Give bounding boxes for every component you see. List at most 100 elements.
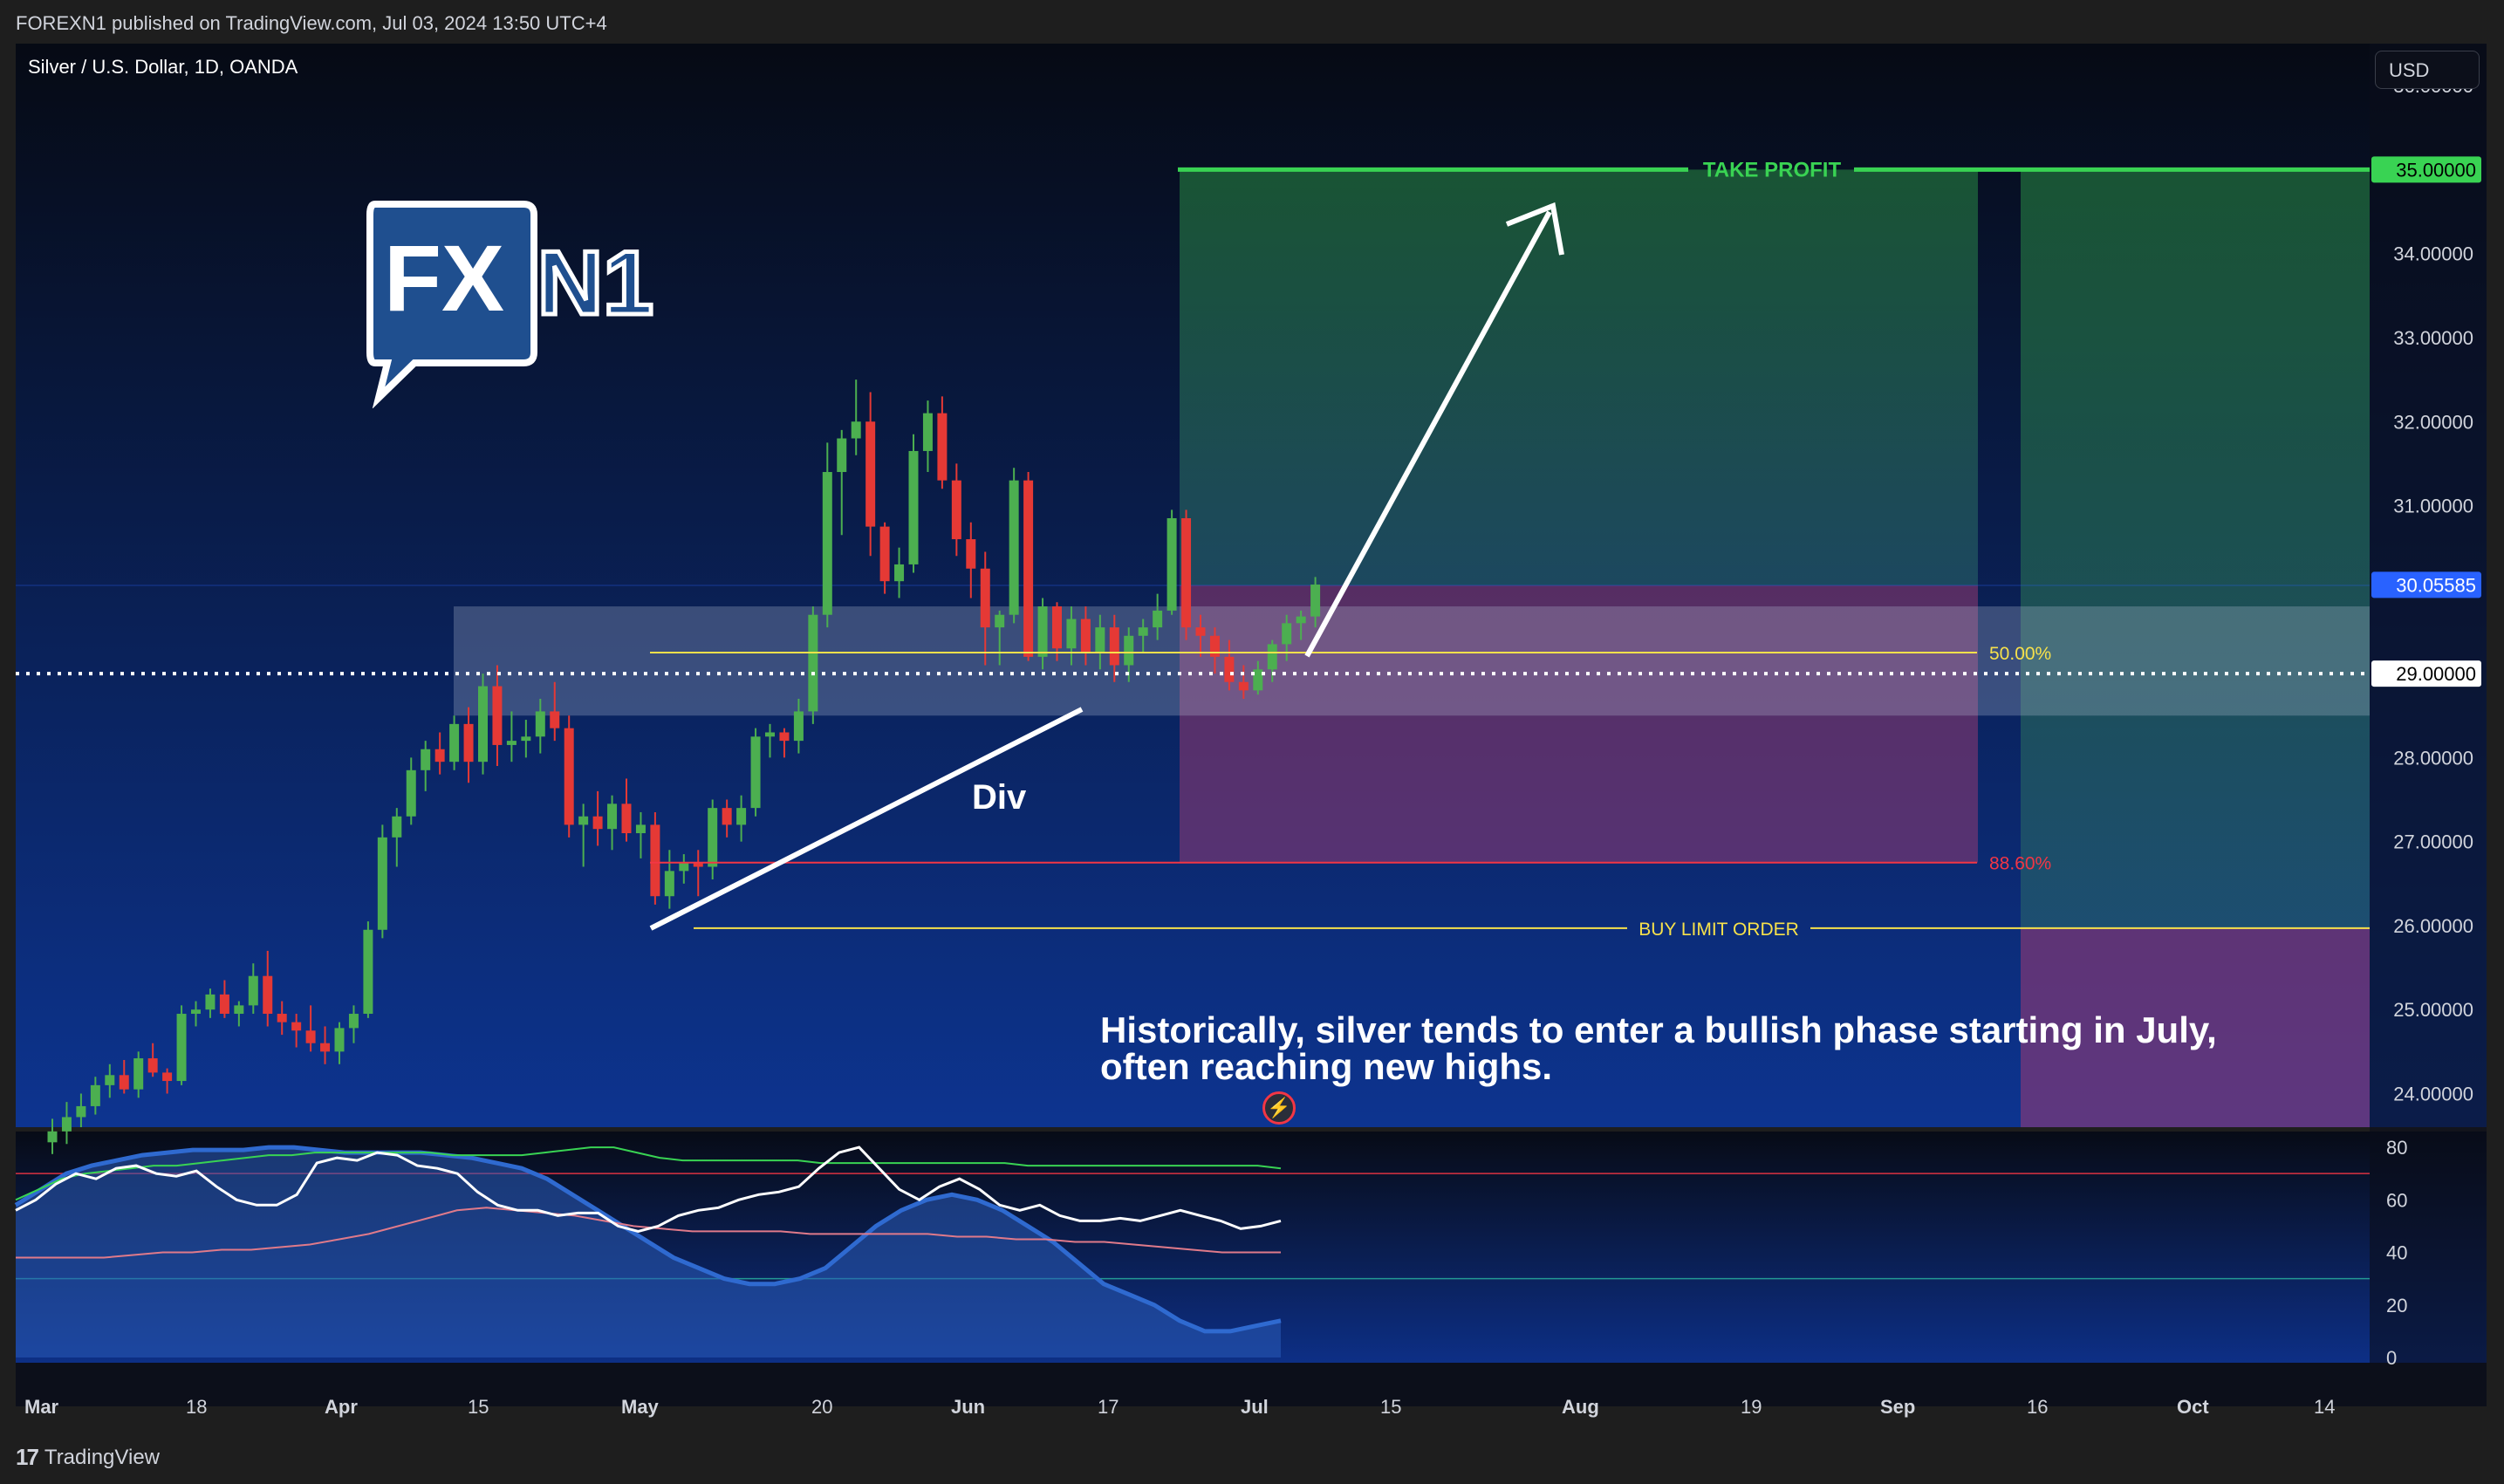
candle-body	[793, 711, 804, 742]
candle-body	[277, 1014, 287, 1022]
candle-body	[1253, 669, 1263, 691]
osc-white-line	[15, 1145, 1282, 1233]
candle-body	[1138, 627, 1148, 636]
price-tick-label: 33.00000	[2393, 327, 2473, 349]
candle-body	[1166, 517, 1177, 611]
price-tick-label: 32.00000	[2393, 411, 2473, 433]
candle-body	[607, 804, 618, 830]
tradingview-brand: 17 TradingView	[16, 1444, 160, 1471]
published-info: FOREXN1 published on TradingView.com, Ju…	[16, 12, 607, 34]
time-tick-label: 18	[186, 1396, 207, 1418]
logo-fx-text: FX	[384, 225, 504, 331]
symbol-title: Silver / U.S. Dollar, 1D, OANDA	[28, 56, 298, 78]
fxn1-logo: FX N1	[366, 201, 655, 408]
osc-tick-label: 20	[2386, 1295, 2407, 1316]
time-tick-label: 14	[2314, 1396, 2335, 1418]
divergence-trendline	[649, 707, 1084, 931]
time-tick-label: Apr	[325, 1396, 358, 1418]
candle-body	[305, 1030, 316, 1043]
candle-body	[449, 723, 460, 763]
price-tick-label: 26.00000	[2393, 915, 2473, 937]
candle-body	[263, 975, 273, 1015]
price-label-box	[2371, 660, 2481, 687]
fib-50-label: 50.00%	[1989, 644, 2051, 664]
candle-body	[1052, 606, 1062, 649]
candle-body	[765, 732, 775, 737]
price-axis-bg	[2370, 44, 2487, 1363]
candle-body	[377, 837, 387, 930]
candle-body	[463, 723, 474, 763]
take-profit-label: TAKE PROFIT	[1703, 158, 1842, 181]
price-label-text: 35.00000	[2396, 159, 2476, 181]
candle-body	[564, 728, 574, 825]
candle-body	[105, 1075, 115, 1085]
candle-body	[822, 472, 832, 615]
candle-body	[434, 749, 445, 763]
candle-body	[621, 804, 632, 834]
price-label-text: 29.00000	[2396, 663, 2476, 685]
candle-body	[1195, 627, 1206, 636]
candle-body	[1282, 623, 1292, 645]
candle-body	[1267, 644, 1277, 670]
candle-body	[320, 1043, 331, 1052]
take-profit-zone-right	[2021, 169, 2370, 928]
price-label-box	[2371, 156, 2481, 183]
bullish-arrow-head	[1505, 202, 1564, 256]
alert-bolt-icon[interactable]: ⚡	[1262, 1091, 1296, 1125]
candle-body	[578, 816, 589, 825]
candle-body	[650, 824, 660, 897]
bottom-bar	[0, 1434, 2504, 1484]
candle-body	[837, 438, 847, 473]
candle-body	[219, 994, 229, 1015]
candle-body	[1296, 616, 1306, 624]
top-bar	[0, 0, 2504, 44]
time-tick-label: Sep	[1880, 1396, 1915, 1418]
candle-body	[176, 1014, 187, 1082]
candle-body	[1224, 656, 1235, 682]
price-tick-label: 34.00000	[2393, 243, 2473, 265]
price-tick-label: 24.00000	[2393, 1083, 2473, 1104]
candle-body	[693, 862, 703, 867]
candle-body	[922, 413, 933, 451]
osc-tick-label: 60	[2386, 1189, 2407, 1211]
note-text: Historically, silver tends to enter a bu…	[1100, 1012, 2217, 1085]
stop-zone-right	[2021, 927, 2370, 1127]
candle-body	[1080, 619, 1091, 653]
candle-body	[937, 413, 948, 481]
candle-body	[1209, 635, 1220, 657]
time-tick-label: Jul	[1241, 1396, 1269, 1418]
time-tick-label: May	[621, 1396, 660, 1418]
osc-tick-label: 0	[2386, 1347, 2397, 1369]
time-tick-label: Oct	[2177, 1396, 2209, 1418]
price-label-text: 30.05585	[2396, 574, 2476, 596]
candle-body	[1153, 610, 1163, 628]
candle-body	[76, 1105, 86, 1118]
candle-body	[535, 711, 545, 737]
candle-body	[521, 736, 531, 742]
tradingview-logo-icon: 17	[16, 1444, 39, 1470]
candle-body	[162, 1072, 173, 1082]
candle-body	[406, 769, 416, 817]
candle-body	[550, 711, 560, 728]
candle-body	[592, 816, 603, 830]
candle-body	[205, 994, 216, 1010]
candle-body	[1066, 619, 1077, 649]
time-tick-label: 15	[468, 1396, 489, 1418]
osc-blue-area	[16, 1147, 1281, 1357]
candle-body	[119, 1075, 129, 1090]
price-tick-label: 28.00000	[2393, 747, 2473, 769]
candle-body	[248, 975, 258, 1006]
note-line-2: often reaching new highs.	[1100, 1046, 1553, 1087]
price-tick-label: 25.00000	[2393, 999, 2473, 1021]
currency-button[interactable]: USD	[2375, 51, 2480, 89]
candle-body	[635, 824, 646, 834]
price-tick-label: 27.00000	[2393, 831, 2473, 853]
candle-body	[722, 808, 732, 825]
price-tick-label: 31.00000	[2393, 496, 2473, 517]
candle-body	[478, 686, 488, 763]
candle-body	[392, 816, 402, 838]
candle-body	[363, 929, 373, 1015]
time-tick-label: 17	[1098, 1396, 1119, 1418]
candle-body	[1095, 627, 1105, 653]
time-tick-label: 15	[1380, 1396, 1401, 1418]
